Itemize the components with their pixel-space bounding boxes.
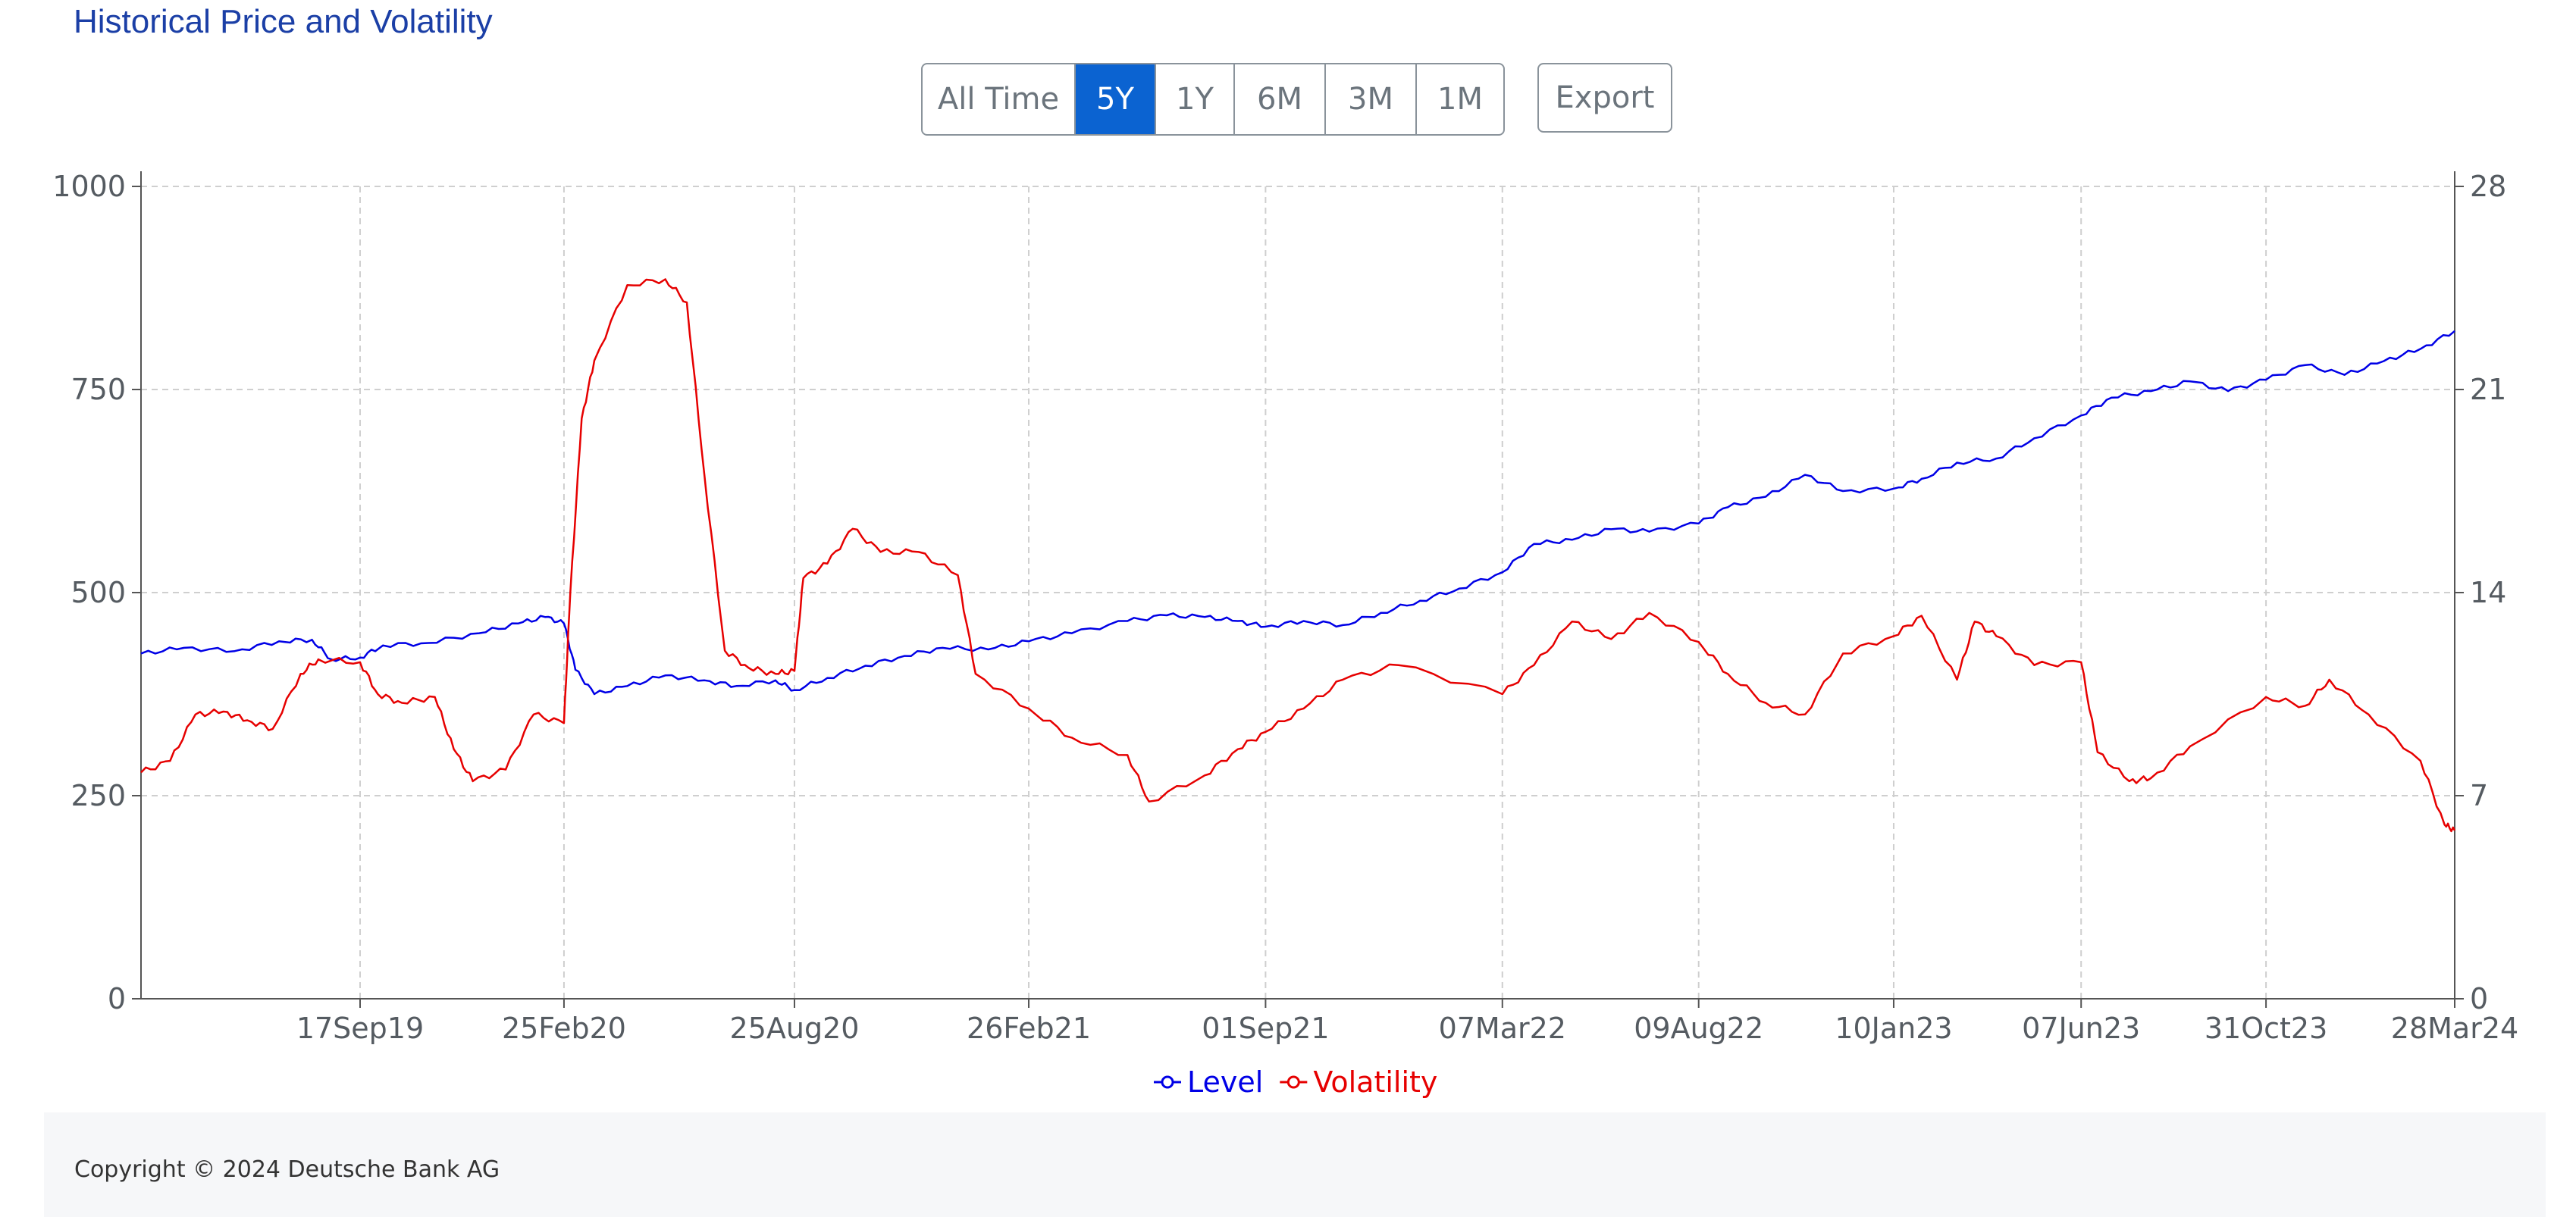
price-volatility-chart: 0 0 250 7 500 14 750 21 1000 28 17Sep19 25Feb20 25Au… [52,170,2518,1099]
x-tick-label: 07Jun23 [2022,1012,2140,1045]
y-right-tick-label: 21 [2470,373,2506,406]
y-left-tick-label: 1000 [52,170,126,203]
axes [132,171,2464,1008]
range-3m-button[interactable]: 3M [1326,64,1417,134]
export-button[interactable]: Export [1537,63,1672,133]
y-left-tick-label: 750 [71,373,126,406]
x-tick-label: 09Aug22 [1634,1012,1763,1045]
y-left-tick-label: 250 [71,779,126,812]
y-right-tick-label: 28 [2470,170,2506,203]
x-tick-label: 25Aug20 [730,1012,860,1045]
x-tick-label: 28Mar24 [2391,1012,2518,1045]
range-5y-button[interactable]: 5Y [1076,64,1156,134]
range-1y-button[interactable]: 1Y [1156,64,1235,134]
footer: Copyright © 2024 Deutsche Bank AG [44,1112,2546,1217]
x-tick-label: 31Oct23 [2205,1012,2327,1045]
series-lines [140,278,2456,833]
x-tick-label: 10Jan23 [1835,1012,1952,1045]
legend-item-volatility[interactable]: Volatility [1280,1065,1437,1099]
y-right-tick-label: 7 [2470,779,2488,812]
y-right-tick-label: 0 [2470,982,2488,1015]
page-title: Historical Price and Volatility [74,3,493,40]
range-6m-button[interactable]: 6M [1235,64,1326,134]
y-left-tick-label: 0 [108,982,126,1015]
legend-item-level[interactable]: Level [1154,1065,1263,1099]
x-tick-label: 17Sep19 [296,1012,424,1045]
range-all-time-button[interactable]: All Time [923,64,1076,134]
y-right-tick-label: 14 [2470,576,2506,609]
legend-label: Level [1187,1065,1263,1099]
x-tick-label: 07Mar22 [1439,1012,1566,1045]
range-1m-button[interactable]: 1M [1437,82,1483,117]
legend-label: Volatility [1313,1065,1437,1099]
range-selector: All Time 5Y 1Y 6M 3M 1M [921,63,1505,136]
grid [141,186,2455,999]
copyright-text: Copyright © 2024 Deutsche Bank AG [74,1156,500,1183]
series-line-level [140,330,2455,696]
y-left-tick-label: 500 [71,576,126,609]
legend[interactable]: Level Volatility [1154,1065,1437,1099]
tick-labels: 0 0 250 7 500 14 750 21 1000 28 17Sep19 25Feb20 25Au… [52,170,2518,1045]
series-line-volatility [140,278,2456,833]
x-tick-label: 01Sep21 [1202,1012,1329,1045]
legend-marker-circle [1161,1075,1174,1089]
legend-marker-circle [1286,1075,1300,1089]
x-tick-label: 25Feb20 [502,1012,626,1045]
x-tick-label: 26Feb21 [967,1012,1091,1045]
